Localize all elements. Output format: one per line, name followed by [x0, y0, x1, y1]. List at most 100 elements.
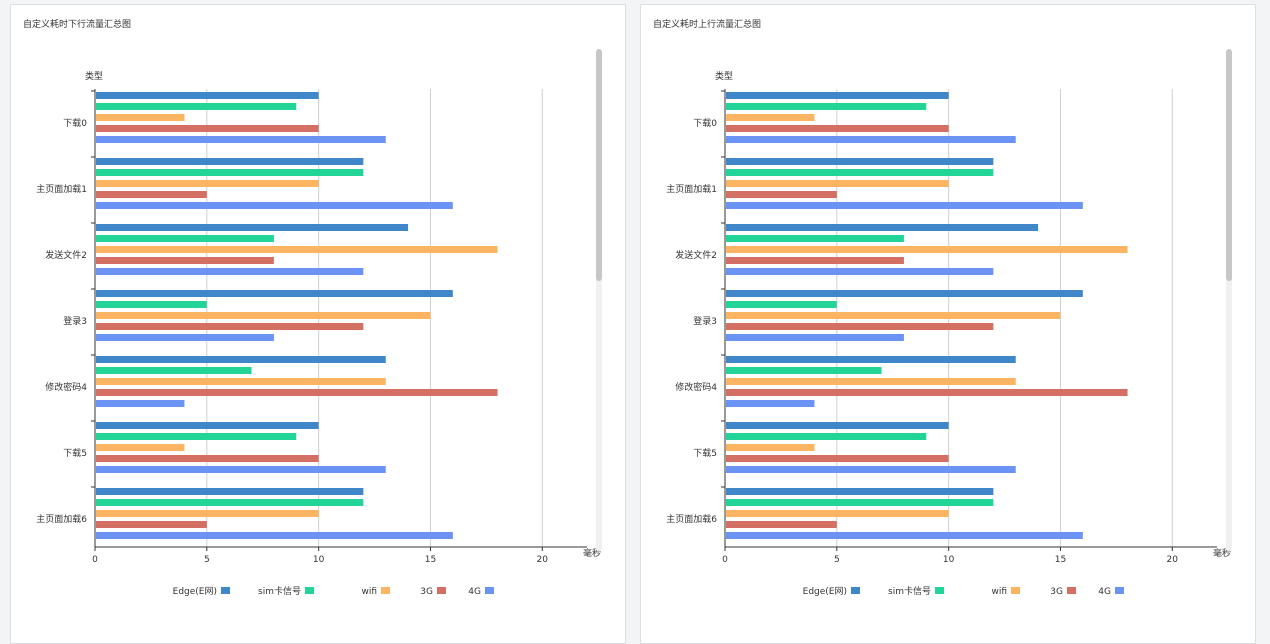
- bar-3G: [726, 455, 949, 462]
- bar-3G: [726, 389, 1128, 396]
- bar-sim卡信号: [96, 235, 274, 242]
- uplink-chart-panel: 自定义耗时上行流量汇总图 类型 下载0 主页面加载1 发送文件2 登录3 修改密码4 下载5…: [640, 4, 1256, 644]
- bar-sim卡信号: [726, 235, 904, 242]
- legend-swatch: [381, 587, 390, 594]
- legend-swatch: [1011, 587, 1020, 594]
- bar-3G: [726, 323, 994, 330]
- bar-4G: [726, 136, 1016, 143]
- bar-4G: [96, 466, 386, 473]
- bar-Edge(E网): [96, 224, 409, 231]
- bar-3G: [726, 521, 837, 528]
- chart-scrollbar-thumb[interactable]: [1226, 49, 1232, 281]
- x-tick-label: 10: [943, 555, 955, 565]
- bar-wifi: [726, 378, 1016, 385]
- bar-Edge(E网): [726, 92, 949, 99]
- x-tick-label: 10: [313, 555, 325, 565]
- x-tick-label: 20: [537, 555, 549, 565]
- category-label: 登录3: [63, 316, 87, 327]
- bar-4G: [726, 334, 904, 341]
- x-tick-label: 15: [425, 555, 436, 565]
- legend-swatch: [935, 587, 944, 594]
- chart-title: 自定义耗时上行流量汇总图: [653, 20, 762, 30]
- bar-Edge(E网): [96, 290, 453, 297]
- legend-swatch: [485, 587, 494, 594]
- bar-4G: [96, 334, 274, 341]
- bar-wifi: [96, 180, 319, 187]
- bar-sim卡信号: [96, 433, 297, 440]
- legend-label: Edge(E网): [803, 586, 847, 597]
- bar-Edge(E网): [726, 356, 1016, 363]
- bar-Edge(E网): [726, 224, 1039, 231]
- bar-sim卡信号: [726, 301, 837, 308]
- bar-wifi: [96, 510, 319, 517]
- legend-label: wifi: [361, 587, 377, 597]
- bar-4G: [726, 400, 815, 407]
- x-tick-label: 15: [1055, 555, 1066, 565]
- legend-label: 4G: [468, 587, 481, 597]
- x-tick-label: 5: [834, 555, 840, 565]
- legend-swatch: [221, 587, 230, 594]
- bar-4G: [96, 268, 364, 275]
- bar-4G: [96, 136, 386, 143]
- bar-wifi: [96, 246, 498, 253]
- bar-Edge(E网): [96, 92, 319, 99]
- bar-3G: [96, 125, 319, 132]
- legend-swatch: [437, 587, 446, 594]
- chart-scrollbar-thumb[interactable]: [596, 49, 602, 281]
- bar-3G: [96, 389, 498, 396]
- bar-sim卡信号: [96, 301, 207, 308]
- category-label: 主页面加载6: [36, 513, 87, 525]
- bar-Edge(E网): [96, 422, 319, 429]
- bar-Edge(E网): [96, 488, 364, 495]
- y-axis-title: 类型: [85, 70, 103, 82]
- chart-scrollbar[interactable]: [596, 49, 602, 551]
- bar-sim卡信号: [726, 367, 882, 374]
- bar-4G: [726, 532, 1083, 539]
- bar-sim卡信号: [96, 103, 297, 110]
- bar-sim卡信号: [726, 103, 927, 110]
- x-tick-label: 0: [92, 555, 98, 565]
- bar-3G: [96, 323, 364, 330]
- bar-4G: [96, 532, 453, 539]
- legend-swatch: [851, 587, 860, 594]
- bar-3G: [726, 191, 837, 198]
- x-tick-label: 5: [204, 555, 210, 565]
- bar-4G: [726, 466, 1016, 473]
- bar-wifi: [96, 378, 386, 385]
- bar-wifi: [96, 114, 185, 121]
- legend-swatch: [1115, 587, 1124, 594]
- category-label: 主页面加载1: [36, 183, 87, 195]
- bar-4G: [96, 202, 453, 209]
- bar-4G: [96, 400, 185, 407]
- bar-sim卡信号: [96, 499, 364, 506]
- bar-wifi: [726, 312, 1061, 319]
- legend-swatch: [305, 587, 314, 594]
- bar-sim卡信号: [726, 433, 927, 440]
- category-label: 下载0: [693, 117, 717, 129]
- bar-4G: [726, 268, 994, 275]
- chart-scrollbar[interactable]: [1226, 49, 1232, 551]
- bar-3G: [726, 257, 904, 264]
- bar-sim卡信号: [96, 169, 364, 176]
- bar-sim卡信号: [726, 499, 994, 506]
- legend-swatch: [1067, 587, 1076, 594]
- legend-label: 3G: [420, 587, 433, 597]
- bar-3G: [96, 455, 319, 462]
- category-label: 修改密码4: [45, 381, 87, 393]
- legend-label: sim卡信号: [888, 585, 931, 597]
- chart-title: 自定义耗时下行流量汇总图: [23, 20, 132, 30]
- category-label: 主页面加载1: [666, 183, 717, 195]
- bar-3G: [96, 257, 274, 264]
- bar-4G: [726, 202, 1083, 209]
- bar-wifi: [726, 114, 815, 121]
- category-label: 下载5: [63, 447, 87, 459]
- bar-Edge(E网): [726, 488, 994, 495]
- bar-wifi: [726, 510, 949, 517]
- bar-Edge(E网): [726, 290, 1083, 297]
- bar-Edge(E网): [96, 356, 386, 363]
- category-label: 登录3: [693, 316, 717, 327]
- x-tick-label: 20: [1167, 555, 1179, 565]
- category-label: 下载0: [63, 117, 87, 129]
